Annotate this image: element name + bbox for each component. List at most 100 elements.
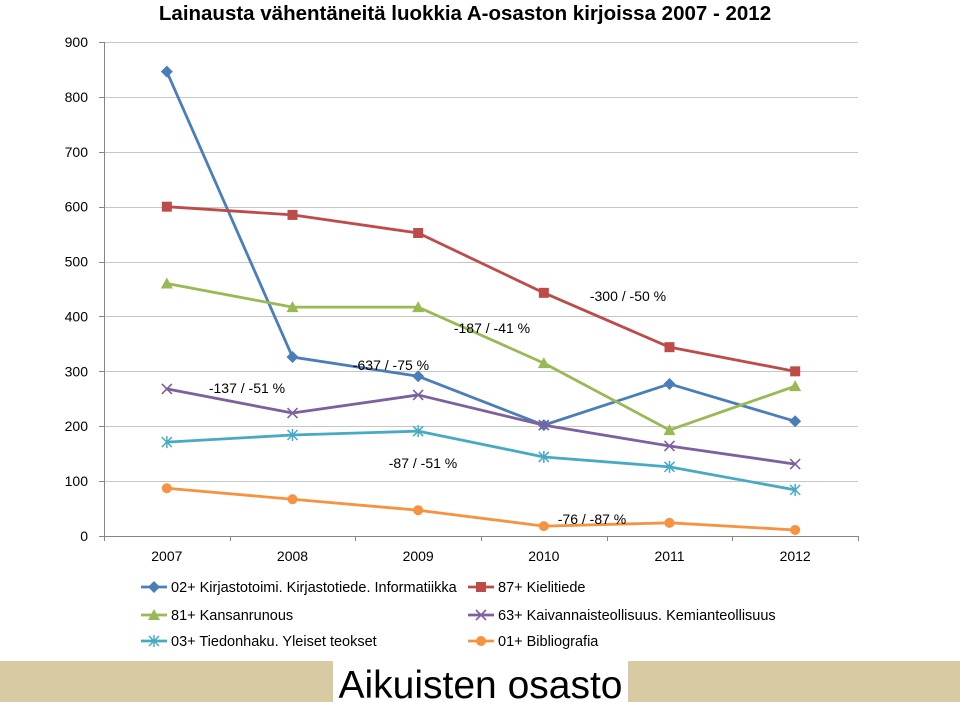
legend-x-marker-icon <box>475 609 487 621</box>
series-5-point-2008 <box>286 429 299 442</box>
series-4-point-2009 <box>412 389 424 401</box>
axes: 0 100 200 300 400 500 600 700 800 900 2007 2008 2009… <box>65 34 859 564</box>
series-3-point-2010 <box>537 357 550 369</box>
series-4-line <box>165 387 797 466</box>
series-5-point-2012 <box>789 483 801 496</box>
legend-label: 81+ Kansanrunous <box>171 608 293 624</box>
series-6-point-2012 <box>790 524 801 535</box>
series-6-point-2009 <box>413 505 424 516</box>
y-tick-label: 500 <box>65 254 89 270</box>
series-4-point-2008 <box>286 407 299 419</box>
series-3-line <box>165 282 797 432</box>
banner-label-box: Aikuisten osasto <box>333 661 628 702</box>
series-2-point-2010 <box>538 287 549 298</box>
annotation-label: -637 / -75 % <box>353 357 429 373</box>
y-tick-label: 300 <box>65 363 89 379</box>
series-1-point-2009 <box>412 370 425 383</box>
legend-item-3: 81+ Kansanrunous <box>141 608 293 624</box>
y-tick-label: 200 <box>65 418 89 434</box>
legend-item-2: 87+ Kielitiede <box>468 580 585 596</box>
series-2-point-2007 <box>161 201 172 212</box>
x-tick-label: 2010 <box>528 548 559 564</box>
x-marker-stroke <box>412 389 424 401</box>
series-6-point-2010 <box>538 521 549 532</box>
annotation-label: -187 / -41 % <box>454 320 530 336</box>
legend-item-5: 03+ Tiedonhaku. Yleiset teokset <box>141 634 377 650</box>
series-6-point-2011 <box>664 517 675 528</box>
x-tick-label: 2011 <box>654 548 684 564</box>
series-3-point-2007 <box>160 277 173 289</box>
series-2-point-2011 <box>664 342 675 353</box>
legend: 02+ Kirjastotoimi. Kirjastotiede. Inform… <box>141 580 776 650</box>
y-tick-label: 600 <box>65 199 89 215</box>
legend-circle-marker-icon <box>476 636 486 646</box>
x-tick-label: 2007 <box>151 548 182 564</box>
legend-star-marker-icon <box>148 635 160 647</box>
legend-label: 03+ Tiedonhaku. Yleiset teokset <box>171 634 377 650</box>
line-chart: Lainausta vähentäneitä luokkia A-osaston… <box>65 2 859 650</box>
x-tick-label: 2009 <box>403 548 434 564</box>
annotation-label: -76 / -87 % <box>558 511 626 527</box>
series-4-point-2011 <box>663 440 676 452</box>
y-tick-label: 900 <box>65 34 89 50</box>
series-3-point-2009 <box>412 301 425 313</box>
series-1-point-2012 <box>789 415 802 428</box>
series-1-point-2011 <box>663 377 676 390</box>
series-1-point-2007 <box>160 65 173 78</box>
series-6-line <box>165 486 797 532</box>
x-tick-label: 2012 <box>780 548 811 564</box>
x-marker-stroke <box>286 407 299 419</box>
x-tick-label: 2008 <box>277 548 308 564</box>
legend-label: 63+ Kaivannaisteollisuus. Kemianteollisu… <box>498 608 776 624</box>
annotation-label: -300 / -50 % <box>590 288 666 304</box>
legend-item-1: 02+ Kirjastotoimi. Kirjastotiede. Inform… <box>141 580 458 596</box>
banner-label: Aikuisten osasto <box>338 664 623 702</box>
annotation-label: -87 / -51 % <box>389 455 457 471</box>
series-5-point-2007 <box>161 436 173 449</box>
y-tick-label: 700 <box>65 144 89 160</box>
series-4-point-2010 <box>538 419 550 431</box>
series-4-point-2007 <box>161 383 173 395</box>
series-2-point-2009 <box>413 228 424 239</box>
y-tick-label: 400 <box>65 308 89 324</box>
series-3-point-2011 <box>663 424 676 436</box>
series-5-point-2009 <box>412 425 424 438</box>
legend-label: 01+ Bibliografia <box>498 634 599 650</box>
series-5-point-2011 <box>663 460 676 473</box>
legend-label: 87+ Kielitiede <box>498 580 585 596</box>
series-2 <box>161 201 801 377</box>
chart-title: Lainausta vähentäneitä luokkia A-osaston… <box>159 2 771 25</box>
series-6-point-2007 <box>161 483 172 494</box>
series-1 <box>160 65 802 432</box>
series-3 <box>160 277 802 436</box>
x-marker-stroke <box>663 440 676 452</box>
legend-item-6: 01+ Bibliografia <box>468 634 599 650</box>
y-tick-label: 0 <box>80 528 88 544</box>
x-marker-stroke <box>789 458 801 470</box>
series-2-point-2012 <box>790 366 801 377</box>
series-4 <box>161 383 801 470</box>
series-2-line <box>165 205 797 373</box>
series-3-point-2008 <box>286 301 299 313</box>
annotation-label: -137 / -51 % <box>209 380 285 396</box>
legend-diamond-marker-icon <box>148 581 160 593</box>
series-3-point-2012 <box>789 380 802 392</box>
bottom-banner: Aikuisten osasto <box>0 661 960 702</box>
series-5-line <box>165 429 797 492</box>
legend-triangle-marker-icon <box>148 609 160 620</box>
series-1-line <box>165 70 797 427</box>
series-6 <box>161 483 801 535</box>
series-5-point-2010 <box>538 450 550 463</box>
legend-square-marker-icon <box>476 582 486 592</box>
legend-item-4: 63+ Kaivannaisteollisuus. Kemianteollisu… <box>468 608 776 624</box>
series-2-point-2008 <box>287 209 298 220</box>
plot-series <box>160 65 802 535</box>
series-6-point-2008 <box>287 494 298 505</box>
series-5 <box>161 425 801 496</box>
y-tick-label: 100 <box>65 473 89 489</box>
x-marker-stroke <box>161 383 173 395</box>
y-tick-label: 800 <box>65 89 89 105</box>
x-marker-stroke <box>475 609 487 621</box>
series-4-point-2012 <box>789 458 801 470</box>
series-1-point-2008 <box>286 351 299 364</box>
